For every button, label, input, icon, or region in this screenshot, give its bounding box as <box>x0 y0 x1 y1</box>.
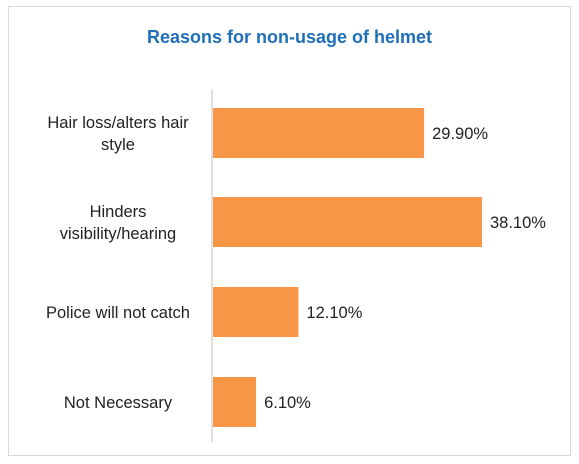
category-label-0-line-1: style <box>101 136 135 154</box>
category-label-1-line-1: visibility/hearing <box>60 225 176 243</box>
category-label-3-line-0: Not Necessary <box>64 394 173 412</box>
category-label-2-line-0: Police will not catch <box>46 304 190 322</box>
bar-2 <box>213 287 299 337</box>
bar-3 <box>213 377 257 427</box>
bar-0 <box>213 108 425 158</box>
value-label-1: 38.10% <box>490 214 546 232</box>
value-label-2: 12.10% <box>306 304 362 322</box>
category-label-0-line-0: Hair loss/alters hair <box>47 114 189 132</box>
category-label-1-line-0: Hinders <box>90 203 147 221</box>
value-label-0: 29.90% <box>432 125 488 143</box>
value-label-3: 6.10% <box>264 394 311 412</box>
chart-title: Reasons for non-usage of helmet <box>146 27 433 47</box>
bar-1 <box>213 197 482 247</box>
